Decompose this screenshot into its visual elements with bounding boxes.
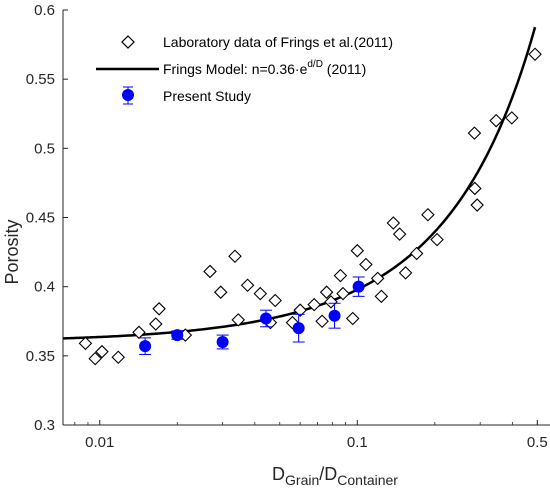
- legend-label-lab-data: Laboratory data of Frings et al.(2011): [163, 34, 393, 50]
- legend-label-model: Frings Model: n=0.36·ed/D (2011): [163, 59, 366, 77]
- y-tick-label: 0.3: [34, 417, 55, 434]
- legend-circle-marker: [122, 89, 134, 101]
- x-axis-label-main: D: [272, 464, 285, 484]
- lab-data-point: [315, 314, 329, 329]
- lab-data-point: [370, 271, 385, 286]
- lab-data-point: [421, 207, 435, 222]
- x-axis-label-sep: /D: [319, 464, 337, 484]
- y-tick-label: 0.6: [34, 2, 55, 19]
- lab-data-point: [203, 264, 217, 279]
- lab-data-point: [88, 351, 102, 366]
- lab-data-point: [409, 246, 424, 261]
- lab-data-point: [307, 297, 321, 312]
- x-tick-label: 0.1: [347, 434, 368, 451]
- lab-data-point: [228, 249, 242, 264]
- lab-data-point: [398, 266, 413, 280]
- x-axis-label-sub2: Container: [337, 472, 398, 488]
- lab-data-point: [345, 311, 360, 326]
- lab-data-layer: [78, 47, 542, 366]
- y-tick-label: 0.4: [34, 279, 55, 296]
- x-tick-label: 0.01: [85, 434, 114, 451]
- present-data-point: [171, 329, 184, 342]
- lab-data-point: [430, 232, 444, 247]
- present-data-point: [259, 312, 272, 325]
- present-study-layer: [139, 276, 365, 355]
- lab-data-point: [240, 278, 255, 293]
- y-axis-label: Porosity: [2, 219, 22, 284]
- lab-data-point: [336, 286, 350, 301]
- legend: Laboratory data of Frings et al.(2011) F…: [96, 34, 393, 105]
- legend-model-text-post: (2011): [323, 61, 366, 77]
- lab-data-point: [324, 295, 338, 309]
- present-data-point: [216, 336, 229, 348]
- lab-data-point: [132, 325, 146, 340]
- present-data-point: [328, 309, 341, 322]
- y-tick-label: 0.45: [26, 210, 55, 227]
- lab-data-point: [467, 126, 482, 140]
- x-axis-label: DGrain/DContainer: [272, 464, 398, 488]
- lab-data-point: [350, 243, 365, 258]
- lab-data-point: [374, 289, 389, 304]
- lab-data-point: [285, 315, 300, 330]
- lab-data-point: [359, 257, 373, 272]
- present-data-point: [292, 322, 305, 335]
- lab-data-point: [253, 286, 268, 301]
- present-data-point: [352, 280, 365, 293]
- legend-label-present-study: Present Study: [163, 88, 251, 104]
- lab-data-point: [231, 313, 246, 327]
- y-tick-label: 0.5: [34, 140, 55, 157]
- lab-data-point: [95, 344, 109, 359]
- lab-data-point: [489, 113, 503, 128]
- lab-data-point: [78, 336, 93, 351]
- lab-data-point: [333, 268, 348, 283]
- lab-data-point: [152, 302, 166, 316]
- x-axis-label-sub1: Grain: [285, 472, 319, 488]
- legend-diamond-marker: [121, 35, 135, 49]
- lab-data-point: [528, 47, 542, 62]
- lab-data-point: [468, 181, 482, 196]
- lab-data-point: [319, 285, 334, 299]
- y-tick-label: 0.35: [26, 348, 55, 365]
- x-tick-label: 0.5: [527, 434, 548, 451]
- lab-data-point: [111, 350, 126, 364]
- legend-model-text-pre: Frings Model: n=0.36·e: [163, 61, 308, 77]
- lab-data-point: [392, 227, 407, 241]
- lab-data-point: [386, 216, 401, 230]
- lab-data-point: [268, 293, 282, 308]
- x-axis-ticks: 0.01 0.1 0.5: [74, 420, 548, 451]
- legend-model-text-sup: d/D: [307, 59, 323, 70]
- lab-data-point: [148, 317, 163, 331]
- present-data-point: [139, 340, 152, 353]
- lab-data-point: [213, 285, 228, 299]
- lab-data-point: [505, 111, 519, 125]
- lab-data-point: [293, 303, 307, 317]
- y-axis-ticks: 0.3 0.35 0.4 0.45 0.5 0.55 0.6: [26, 2, 68, 434]
- lab-data-point: [470, 198, 484, 212]
- y-tick-label: 0.55: [26, 71, 55, 88]
